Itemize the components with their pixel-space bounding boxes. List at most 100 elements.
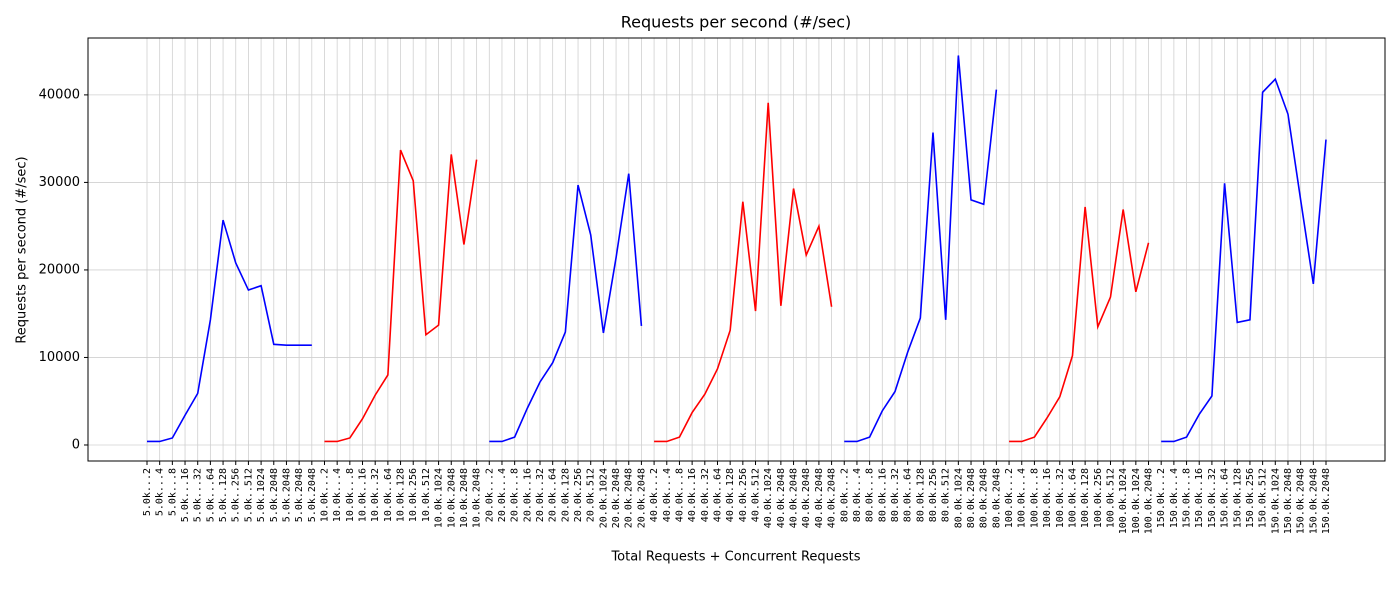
x-tick-label: 40.0k..32 bbox=[700, 468, 711, 522]
x-tick-label: 40.0k...2 bbox=[649, 468, 660, 522]
x-tick-label: 100.0k...4 bbox=[1017, 468, 1028, 528]
x-tick-label: 5.0k...4 bbox=[155, 468, 166, 516]
x-tick-label: 40.0k.2048 bbox=[801, 468, 812, 528]
x-tick-label: 10.0k...2 bbox=[319, 468, 330, 522]
x-tick-label: 10.0k..16 bbox=[358, 468, 369, 522]
x-tick-label: 40.0k..16 bbox=[687, 468, 698, 522]
x-tick-label: 10.0k.2048 bbox=[446, 468, 457, 528]
x-axis-label: Total Requests + Concurrent Requests bbox=[610, 550, 860, 565]
x-tick-label: 100.0k..64 bbox=[1067, 468, 1078, 528]
x-tick-label: 10.0k.128 bbox=[396, 468, 407, 522]
x-tick-label: 150.0k.256 bbox=[1245, 468, 1256, 528]
x-tick-label: 150.0k..32 bbox=[1207, 468, 1218, 528]
x-tick-label: 20.0k.2048 bbox=[636, 468, 647, 528]
x-tick-label: 5.0k...8 bbox=[167, 468, 178, 516]
x-tick-label: 80.0k..16 bbox=[877, 468, 888, 522]
x-tick-label: 40.0k...4 bbox=[662, 468, 673, 522]
x-tick-label: 150.0k.2048 bbox=[1321, 468, 1332, 534]
series-line bbox=[844, 55, 998, 443]
x-tick-label: 5.0k.2048 bbox=[294, 468, 305, 522]
x-tick-label: 5.0k...32 bbox=[193, 468, 204, 522]
x-tick-label: 5.0k.1024 bbox=[256, 468, 267, 522]
x-tick-label: 10.0k...4 bbox=[332, 468, 343, 522]
x-tick-label: 40.0k.2048 bbox=[827, 468, 838, 528]
x-tick-label: 150.0k.1024 bbox=[1270, 468, 1281, 534]
x-tick-label: 100.0k.1024 bbox=[1118, 468, 1129, 534]
x-tick-label: 40.0k..64 bbox=[712, 468, 723, 522]
x-tick-label: 80.0k...4 bbox=[852, 468, 863, 522]
x-tick-label: 10.0k.1024 bbox=[434, 468, 445, 528]
series-line bbox=[489, 173, 643, 443]
x-tick-label: 150.0k.2048 bbox=[1308, 468, 1319, 534]
x-tick-label: 5.0k..512 bbox=[243, 468, 254, 522]
series-line bbox=[1009, 206, 1150, 443]
x-tick-label: 100.0k.256 bbox=[1093, 468, 1104, 528]
x-tick-label: 100.0k.128 bbox=[1080, 468, 1091, 528]
x-tick-label: 20.0k..32 bbox=[535, 468, 546, 522]
x-tick-label: 5.0k..128 bbox=[218, 468, 229, 522]
x-tick-label: 20.0k...2 bbox=[484, 468, 495, 522]
series-line bbox=[147, 219, 312, 443]
y-tick-label: 30000 bbox=[39, 175, 80, 190]
y-tick-label: 20000 bbox=[39, 262, 80, 277]
x-tick-label: 10.0k.2048 bbox=[472, 468, 483, 528]
x-tick-label: 20.0k...4 bbox=[497, 468, 508, 522]
x-tick-label: 5.0k..256 bbox=[231, 468, 242, 522]
x-tick-label: 80.0k.128 bbox=[915, 468, 926, 522]
x-tick-label: 20.0k.1024 bbox=[598, 468, 609, 528]
x-tick-label: 150.0k.128 bbox=[1232, 468, 1243, 528]
x-tick-label: 20.0k.2048 bbox=[624, 468, 635, 528]
x-tick-label: 10.0k.2048 bbox=[459, 468, 470, 528]
x-tick-label: 40.0k.128 bbox=[725, 468, 736, 522]
x-tick-label: 80.0k.2048 bbox=[991, 468, 1002, 528]
x-tick-label: 100.0k..32 bbox=[1055, 468, 1066, 528]
x-tick-label: 40.0k.1024 bbox=[763, 468, 774, 528]
x-tick-label: 40.0k.256 bbox=[738, 468, 749, 522]
x-tick-label: 20.0k.512 bbox=[586, 468, 597, 522]
x-tick-label: 5.0k...16 bbox=[180, 468, 191, 522]
x-tick-label: 150.0k.512 bbox=[1258, 468, 1269, 528]
x-tick-label: 5.0k...2 bbox=[142, 468, 153, 516]
x-tick-label: 5.0k.2048 bbox=[269, 468, 280, 522]
y-axis-label: Requests per second (#/sec) bbox=[15, 156, 30, 343]
x-tick-label: 80.0k..32 bbox=[890, 468, 901, 522]
x-tick-label: 100.0k.1024 bbox=[1131, 468, 1142, 534]
x-tick-label: 150.0k..16 bbox=[1194, 468, 1205, 528]
x-tick-label: 100.0k...2 bbox=[1004, 468, 1015, 528]
y-tick-label: 40000 bbox=[39, 87, 80, 102]
x-tick-label: 80.0k..64 bbox=[903, 468, 914, 522]
series-line bbox=[1161, 77, 1327, 443]
x-tick-label: 150.0k..64 bbox=[1220, 468, 1231, 528]
x-tick-label: 40.0k.2048 bbox=[789, 468, 800, 528]
series-line bbox=[324, 149, 478, 443]
x-tick-label: 40.0k.2048 bbox=[776, 468, 787, 528]
x-tick-label: 80.0k.512 bbox=[941, 468, 952, 522]
x-tick-label: 20.0k.2048 bbox=[611, 468, 622, 528]
x-tick-label: 5.0k.2048 bbox=[307, 468, 318, 522]
x-tick-label: 40.0k.512 bbox=[751, 468, 762, 522]
x-tick-label: 10.0k...8 bbox=[345, 468, 356, 522]
x-tick-label: 100.0k.2048 bbox=[1144, 468, 1155, 534]
x-tick-label: 10.0k..32 bbox=[370, 468, 381, 522]
x-tick-label: 5.0k.2048 bbox=[281, 468, 292, 522]
x-tick-label: 100.0k...8 bbox=[1029, 468, 1040, 528]
x-tick-label: 150.0k...4 bbox=[1169, 468, 1180, 528]
x-tick-label: 20.0k...8 bbox=[510, 468, 521, 522]
x-tick-label: 150.0k.2048 bbox=[1296, 468, 1307, 534]
x-tick-label: 40.0k...8 bbox=[674, 468, 685, 522]
y-tick-label: 0 bbox=[72, 437, 80, 452]
x-tick-label: 80.0k.1024 bbox=[953, 468, 964, 528]
x-tick-label: 80.0k.256 bbox=[928, 468, 939, 522]
chart-title: Requests per second (#/sec) bbox=[621, 13, 851, 32]
plot-frame bbox=[87, 37, 1386, 462]
x-tick-label: 80.0k...2 bbox=[839, 468, 850, 522]
x-tick-label: 100.0k.512 bbox=[1105, 468, 1116, 528]
x-tick-label: 20.0k..16 bbox=[522, 468, 533, 522]
x-tick-label: 150.0k...2 bbox=[1156, 468, 1167, 528]
y-tick-label: 10000 bbox=[39, 350, 80, 365]
x-tick-label: 20.0k.128 bbox=[560, 468, 571, 522]
x-tick-label: 150.0k.2048 bbox=[1283, 468, 1294, 534]
x-tick-label: 5.0k...64 bbox=[205, 468, 216, 522]
series-line bbox=[654, 102, 833, 443]
x-tick-label: 20.0k..64 bbox=[548, 468, 559, 522]
